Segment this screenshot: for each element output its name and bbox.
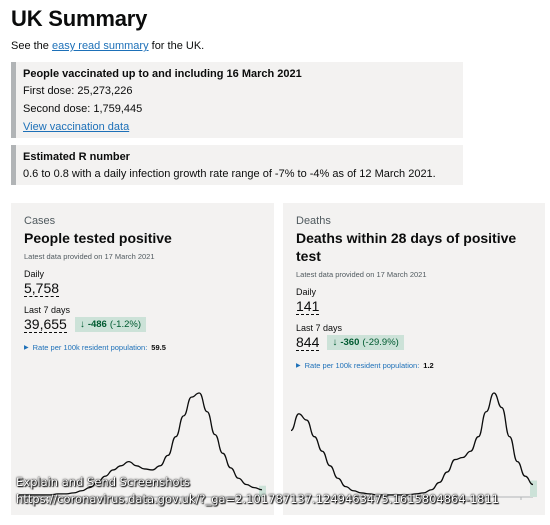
cases-rate-value: 59.5 (151, 343, 166, 352)
arrow-down-icon: ↓ (332, 337, 338, 348)
cases-category: Cases (24, 215, 56, 227)
arrow-down-icon: ↓ (79, 319, 85, 330)
deaths-title[interactable]: Deaths within 28 days of positive test (296, 230, 517, 264)
screenshot-tool-url: https://coronavirus.data.gov.uk/?_ga=2.1… (16, 492, 500, 506)
cases-week-value[interactable]: 39,655 (24, 316, 67, 333)
deaths-week-label: Last 7 days (296, 323, 343, 333)
deaths-rate-label: Rate per 100k resident population: (304, 361, 420, 370)
intro-suffix: for the UK. (148, 40, 205, 52)
deaths-change-badge: ↓ -360 (-29.9%) (327, 335, 404, 350)
triangle-right-icon: ▶ (24, 345, 29, 351)
cases-title[interactable]: People tested positive (24, 230, 172, 246)
cases-latest-highlight (259, 485, 266, 497)
deaths-rate-value: 1.2 (423, 361, 434, 370)
deaths-latest-data: Latest data provided on 17 March 2021 (296, 270, 427, 279)
r-number-text: 0.6 to 0.8 with a daily infection growth… (23, 168, 436, 180)
deaths-rate-toggle[interactable]: ▶ Rate per 100k resident population: 1.2 (296, 361, 532, 370)
cases-latest-data: Latest data provided on 17 March 2021 (24, 252, 155, 261)
screenshot-tool-title: Explain and Send Screenshots (16, 475, 191, 489)
r-number-callout: Estimated R number 0.6 to 0.8 with a dai… (11, 145, 463, 185)
intro-text: See the easy read summary for the UK. (11, 40, 204, 52)
cases-rate-label: Rate per 100k resident population: (32, 343, 148, 352)
cases-chart[interactable] (11, 385, 274, 515)
cases-change-badge: ↓ -486 (-1.2%) (74, 317, 146, 332)
deaths-change-value: -360 (340, 337, 360, 348)
deaths-chart[interactable] (283, 385, 545, 515)
deaths-trend-line (290, 392, 534, 496)
cases-change-value: -486 (87, 319, 107, 330)
second-dose-text: Second dose: 1,759,445 (23, 103, 143, 115)
cases-daily-label: Daily (24, 269, 45, 279)
cases-daily-value[interactable]: 5,758 (24, 280, 60, 297)
easy-read-summary-link[interactable]: easy read summary (51, 40, 149, 52)
vaccination-callout: People vaccinated up to and including 16… (11, 62, 463, 138)
r-number-title: Estimated R number (23, 151, 130, 163)
deaths-daily-value[interactable]: 141 (296, 298, 320, 315)
deaths-week-value[interactable]: 844 (296, 334, 320, 351)
deaths-card: Deaths Deaths within 28 days of positive… (283, 203, 545, 515)
view-vaccination-data-link[interactable]: View vaccination data (23, 121, 130, 133)
cases-change-pct: (-1.2%) (109, 319, 141, 330)
cases-trend-line (19, 392, 263, 496)
page-title: UK Summary (11, 6, 148, 31)
cases-week-label: Last 7 days (24, 305, 71, 315)
cases-card: Cases People tested positive Latest data… (11, 203, 274, 515)
deaths-daily-label: Daily (296, 287, 317, 297)
deaths-latest-highlight (530, 480, 537, 497)
first-dose-text: First dose: 25,273,226 (23, 85, 133, 97)
deaths-change-pct: (-29.9%) (362, 337, 399, 348)
vaccination-title: People vaccinated up to and including 16… (23, 68, 302, 80)
cases-rate-toggle[interactable]: ▶ Rate per 100k resident population: 59.… (24, 343, 261, 352)
intro-prefix: See the (11, 40, 52, 52)
triangle-right-icon: ▶ (296, 363, 301, 369)
deaths-category: Deaths (296, 215, 331, 227)
